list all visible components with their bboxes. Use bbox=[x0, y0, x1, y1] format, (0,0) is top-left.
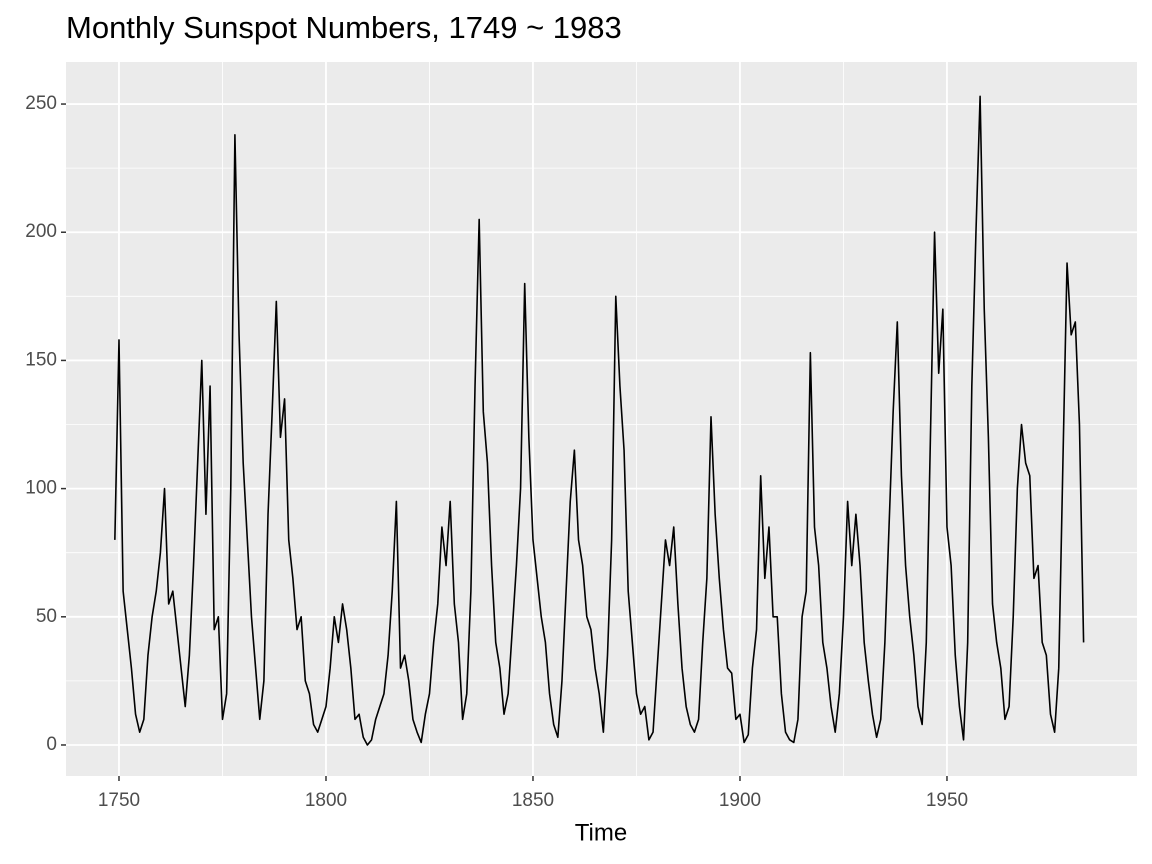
x-axis-label: Time bbox=[575, 819, 627, 846]
y-tick-label: 0 bbox=[46, 734, 57, 755]
x-tick-label: 1850 bbox=[512, 790, 554, 811]
x-tick-label: 1950 bbox=[926, 790, 968, 811]
y-tick-label: 250 bbox=[25, 93, 57, 114]
y-tick-label: 100 bbox=[25, 478, 57, 499]
y-tick-label: 150 bbox=[25, 349, 57, 370]
x-tick-label: 1750 bbox=[98, 790, 140, 811]
panel bbox=[66, 62, 1137, 776]
sunspot-line bbox=[114, 95, 1085, 746]
x-tick-label: 1800 bbox=[305, 790, 347, 811]
y-tick-label: 200 bbox=[25, 221, 57, 242]
y-tick-label: 50 bbox=[36, 606, 57, 627]
x-tick-label: 1900 bbox=[719, 790, 761, 811]
chart-title: Monthly Sunspot Numbers, 1749 ~ 1983 bbox=[66, 10, 622, 45]
